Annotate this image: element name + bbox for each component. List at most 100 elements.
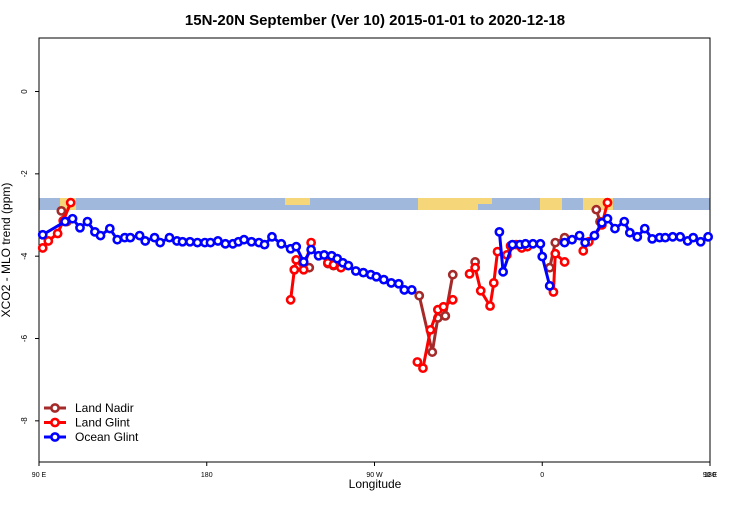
point: [95, 230, 106, 241]
point: [602, 197, 613, 208]
point: [37, 243, 48, 253]
point: [550, 248, 561, 259]
chart-title: 15N-20N September (Ver 10) 2015-01-01 to…: [185, 12, 565, 29]
point: [185, 236, 195, 247]
series-line: [60, 209, 602, 354]
point: [639, 223, 650, 234]
point: [470, 262, 481, 273]
point: [213, 236, 223, 246]
point: [580, 237, 591, 248]
point: [319, 250, 330, 260]
point: [675, 231, 686, 242]
point: [140, 236, 151, 246]
point: [65, 197, 76, 208]
y-tick-label: -8: [20, 417, 29, 425]
x-tick-label: 90 E: [703, 472, 718, 479]
point: [535, 238, 546, 249]
point: [440, 310, 451, 321]
point: [624, 227, 635, 238]
point: [246, 236, 257, 247]
point: [660, 232, 671, 243]
y-tick-label: -6: [20, 334, 29, 342]
legend-marker: [50, 403, 60, 413]
legend-label: Land Nadir: [75, 401, 134, 415]
point: [537, 251, 548, 262]
point: [43, 236, 54, 246]
point: [67, 213, 78, 224]
point: [220, 238, 231, 249]
point: [438, 301, 449, 312]
x-tick-label: 0: [540, 472, 544, 479]
point: [386, 278, 397, 288]
x-tick-label: 90 E: [32, 472, 47, 479]
legend-marker: [50, 417, 60, 428]
point: [37, 229, 48, 240]
point: [259, 239, 270, 250]
point: [306, 244, 317, 255]
point: [578, 245, 589, 256]
point: [632, 231, 643, 242]
point: [112, 234, 123, 245]
point: [406, 285, 417, 295]
point: [414, 290, 425, 301]
point: [60, 216, 70, 227]
point: [378, 274, 389, 285]
point: [371, 271, 382, 282]
point: [164, 232, 175, 243]
point: [647, 233, 658, 244]
point: [550, 237, 561, 248]
point: [498, 266, 509, 277]
x-tick-label: 180: [201, 472, 213, 479]
legend-label: Land Glint: [75, 416, 130, 430]
point: [559, 237, 570, 248]
plot-frame: [38, 37, 711, 463]
y-tick-label: -4: [20, 252, 29, 260]
y-axis-label: XCO2 - MLO trend (ppm): [0, 183, 13, 318]
point: [559, 257, 570, 267]
point: [149, 232, 160, 243]
point: [192, 237, 203, 248]
point: [75, 222, 85, 233]
x-axis-label: Longitude: [349, 477, 402, 491]
point: [475, 285, 486, 296]
point: [298, 264, 309, 275]
x-tick-label: 90 W: [366, 472, 383, 479]
series-line: [41, 202, 609, 370]
point: [399, 285, 410, 295]
point: [488, 278, 499, 288]
y-tick-label: 0: [20, 89, 29, 94]
point: [155, 237, 166, 248]
point: [285, 294, 296, 305]
legend-marker: [50, 432, 60, 442]
point: [82, 216, 93, 227]
point: [464, 268, 475, 279]
point: [427, 347, 438, 357]
point: [544, 280, 555, 291]
point: [507, 239, 518, 250]
point: [528, 238, 538, 249]
point: [276, 238, 287, 249]
point: [393, 278, 404, 289]
point: [125, 232, 136, 243]
point: [591, 204, 602, 215]
point: [350, 266, 361, 276]
y-tick-label: -2: [20, 170, 29, 178]
point: [358, 267, 369, 278]
point: [520, 238, 531, 249]
point: [610, 223, 620, 234]
point: [291, 241, 302, 252]
point: [695, 236, 706, 247]
point: [688, 232, 699, 243]
point: [267, 231, 277, 242]
x-tick-label: 180: [704, 472, 716, 479]
map-strip: [39, 198, 710, 210]
point: [104, 223, 115, 234]
point: [412, 357, 423, 367]
point: [291, 254, 302, 265]
point: [343, 260, 354, 271]
point: [134, 230, 145, 241]
point: [425, 324, 436, 335]
point: [289, 264, 300, 275]
point: [619, 216, 630, 227]
